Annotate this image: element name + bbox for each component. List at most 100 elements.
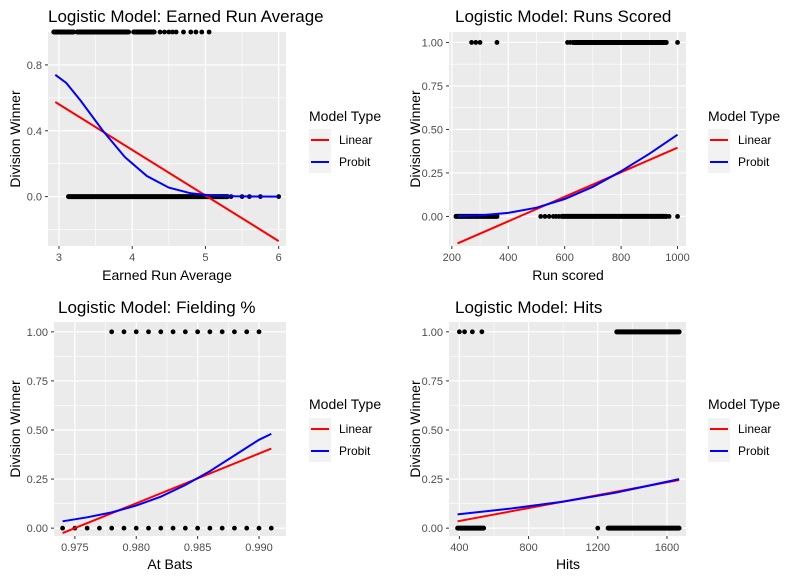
series-line-linear [457, 146, 678, 245]
y-tick-label: 0.25 [422, 168, 443, 180]
legend-label-probit: Probit [738, 444, 770, 458]
data-point [675, 40, 680, 45]
legend-title: Model Type [708, 396, 780, 412]
legend-label-linear: Linear [339, 133, 372, 147]
x-axis-label: At Bats [147, 556, 192, 572]
data-point [157, 29, 163, 35]
x-tick-label: 6 [276, 252, 282, 264]
data-point [193, 29, 199, 35]
chart-title: Logistic Model: Runs Scored [455, 7, 671, 26]
legend-title: Model Type [309, 108, 381, 124]
data-point [109, 329, 115, 335]
x-tick-label: 5 [202, 252, 208, 264]
x-tick-label: 600 [555, 252, 573, 264]
data-point [199, 29, 205, 35]
series-line-probit [457, 478, 680, 516]
x-tick-label: 400 [450, 542, 468, 554]
data-points [455, 329, 682, 531]
data-point [538, 214, 544, 219]
x-tick-label: 1600 [655, 542, 679, 554]
data-point [158, 329, 164, 335]
data-point [494, 40, 500, 45]
data-point [462, 329, 467, 335]
data-point [195, 525, 201, 531]
data-point [158, 525, 164, 531]
y-tick-label: 0.25 [27, 474, 48, 486]
y-tick-label: 1.00 [27, 327, 48, 339]
data-point [121, 329, 127, 335]
data-point [133, 329, 139, 335]
y-tick-label: 0.50 [27, 425, 48, 437]
series-line-linear [62, 447, 272, 535]
x-axis-label: Earned Run Average [102, 267, 232, 283]
chart-hits: Logistic Model: Hits 400 800 1200 1600 0.00 0… [407, 298, 780, 572]
legend-label-probit: Probit [339, 155, 371, 169]
x-axis-label: Run scored [532, 267, 604, 283]
data-point [469, 40, 474, 45]
y-tick-label: 0.8 [27, 60, 42, 72]
data-point [556, 214, 562, 219]
y-tick-label: 0.00 [422, 211, 443, 223]
tick-labels: 400 800 1200 1600 0.00 0.25 0.50 0.75 1.00 [422, 327, 680, 554]
data-point [170, 329, 176, 335]
data-point [182, 329, 188, 335]
plot-panel [54, 322, 286, 536]
data-points [60, 329, 274, 531]
data-point [162, 29, 167, 35]
x-tick-label: 800 [519, 542, 537, 554]
x-tick-label: 400 [499, 252, 517, 264]
legend-label-linear: Linear [339, 422, 372, 436]
y-tick-label: 0.00 [27, 523, 48, 535]
data-point [675, 214, 680, 219]
chart-fielding-percent: Logistic Model: Fielding % 0.975 0.980 0.9… [7, 298, 381, 572]
legend: Model Type Linear Probit [309, 396, 381, 462]
legend-label-linear: Linear [738, 422, 771, 436]
data-point [207, 329, 213, 335]
data-point [256, 525, 262, 531]
legend-title: Model Type [309, 396, 381, 412]
data-point [567, 40, 573, 45]
data-point [207, 525, 213, 531]
data-point [170, 29, 175, 35]
x-tick-label: 1200 [586, 542, 610, 554]
data-point [666, 214, 672, 219]
data-point [219, 329, 225, 335]
legend: Model Type Linear Probit [708, 108, 780, 173]
data-point [244, 329, 250, 335]
legend-title: Model Type [708, 108, 780, 124]
y-tick-label: 0.50 [422, 124, 443, 136]
y-axis-label: Division Winner [7, 90, 23, 188]
chart-title: Logistic Model: Hits [455, 298, 602, 317]
data-point [546, 214, 552, 219]
legend-label-probit: Probit [339, 444, 371, 458]
series-line-probit [62, 432, 272, 523]
data-point [182, 525, 188, 531]
data-point [232, 329, 237, 335]
data-point [268, 525, 274, 531]
y-tick-label: 1.00 [422, 37, 443, 49]
fit-lines [457, 133, 679, 245]
y-tick-label: 0.00 [422, 523, 443, 535]
legend-label-linear: Linear [738, 133, 771, 147]
tick-labels: 0.975 0.980 0.985 0.990 0.00 0.25 0.50 0.75 1.00 [27, 327, 273, 554]
data-point [473, 40, 479, 45]
data-point [456, 329, 462, 335]
fit-lines [54, 73, 280, 242]
tick-labels: 200 400 600 800 1000 0.00 0.25 0.50 0.75 1.00 [422, 37, 690, 264]
fit-lines [457, 478, 680, 523]
y-axis-label: Division Winner [407, 380, 423, 478]
data-point [219, 525, 225, 531]
data-point [97, 525, 102, 531]
data-point [542, 214, 548, 219]
data-point [195, 329, 201, 335]
data-point [121, 525, 127, 531]
chart-title: Logistic Model: Earned Run Average [48, 7, 324, 26]
y-axis-label: Division Winner [7, 380, 23, 478]
y-tick-label: 0.75 [422, 81, 443, 93]
x-tick-label: 0.980 [122, 542, 150, 554]
data-point [181, 29, 186, 35]
plot-panel [48, 32, 286, 246]
data-point [133, 525, 139, 531]
y-tick-label: 1.00 [422, 327, 443, 339]
